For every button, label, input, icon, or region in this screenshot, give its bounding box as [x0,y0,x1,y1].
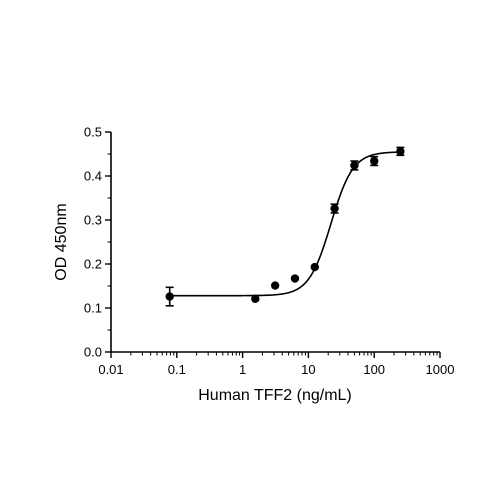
data-point [290,274,300,283]
x-tick-label: 1000 [426,362,455,377]
data-point [370,156,379,166]
x-tick-label: 10 [301,362,315,377]
data-point [165,292,174,301]
x-axis-title: Human TFF2 (ng/mL) [198,387,352,404]
x-tick-label: 0.1 [168,362,186,377]
y-tick-label: 0.1 [84,301,102,316]
axes [110,132,440,353]
y-tick-label: 0.4 [84,169,102,184]
x-tick-label: 0.01 [98,362,123,377]
data-point [350,161,359,170]
tick-labels: 0.01 0.1 1 10 100 1000 0.0 0.1 0.2 0.3 0.4 0.5 [84,125,455,378]
y-tick-label: 0.0 [84,345,102,360]
data-point [330,204,339,213]
x-tick-label: 100 [363,362,385,377]
y-tick-label: 0.5 [84,125,102,140]
fit-curve [169,151,401,297]
data-point [396,147,405,156]
data-point [270,281,280,290]
data-point [251,294,260,303]
data-points [165,146,405,307]
y-tick-label: 0.2 [84,257,102,272]
y-axis-title: OD 450nm [53,203,70,280]
ticks [105,131,441,358]
data-point [310,262,319,272]
x-tick-label: 1 [239,362,246,377]
y-tick-label: 0.3 [84,213,102,228]
